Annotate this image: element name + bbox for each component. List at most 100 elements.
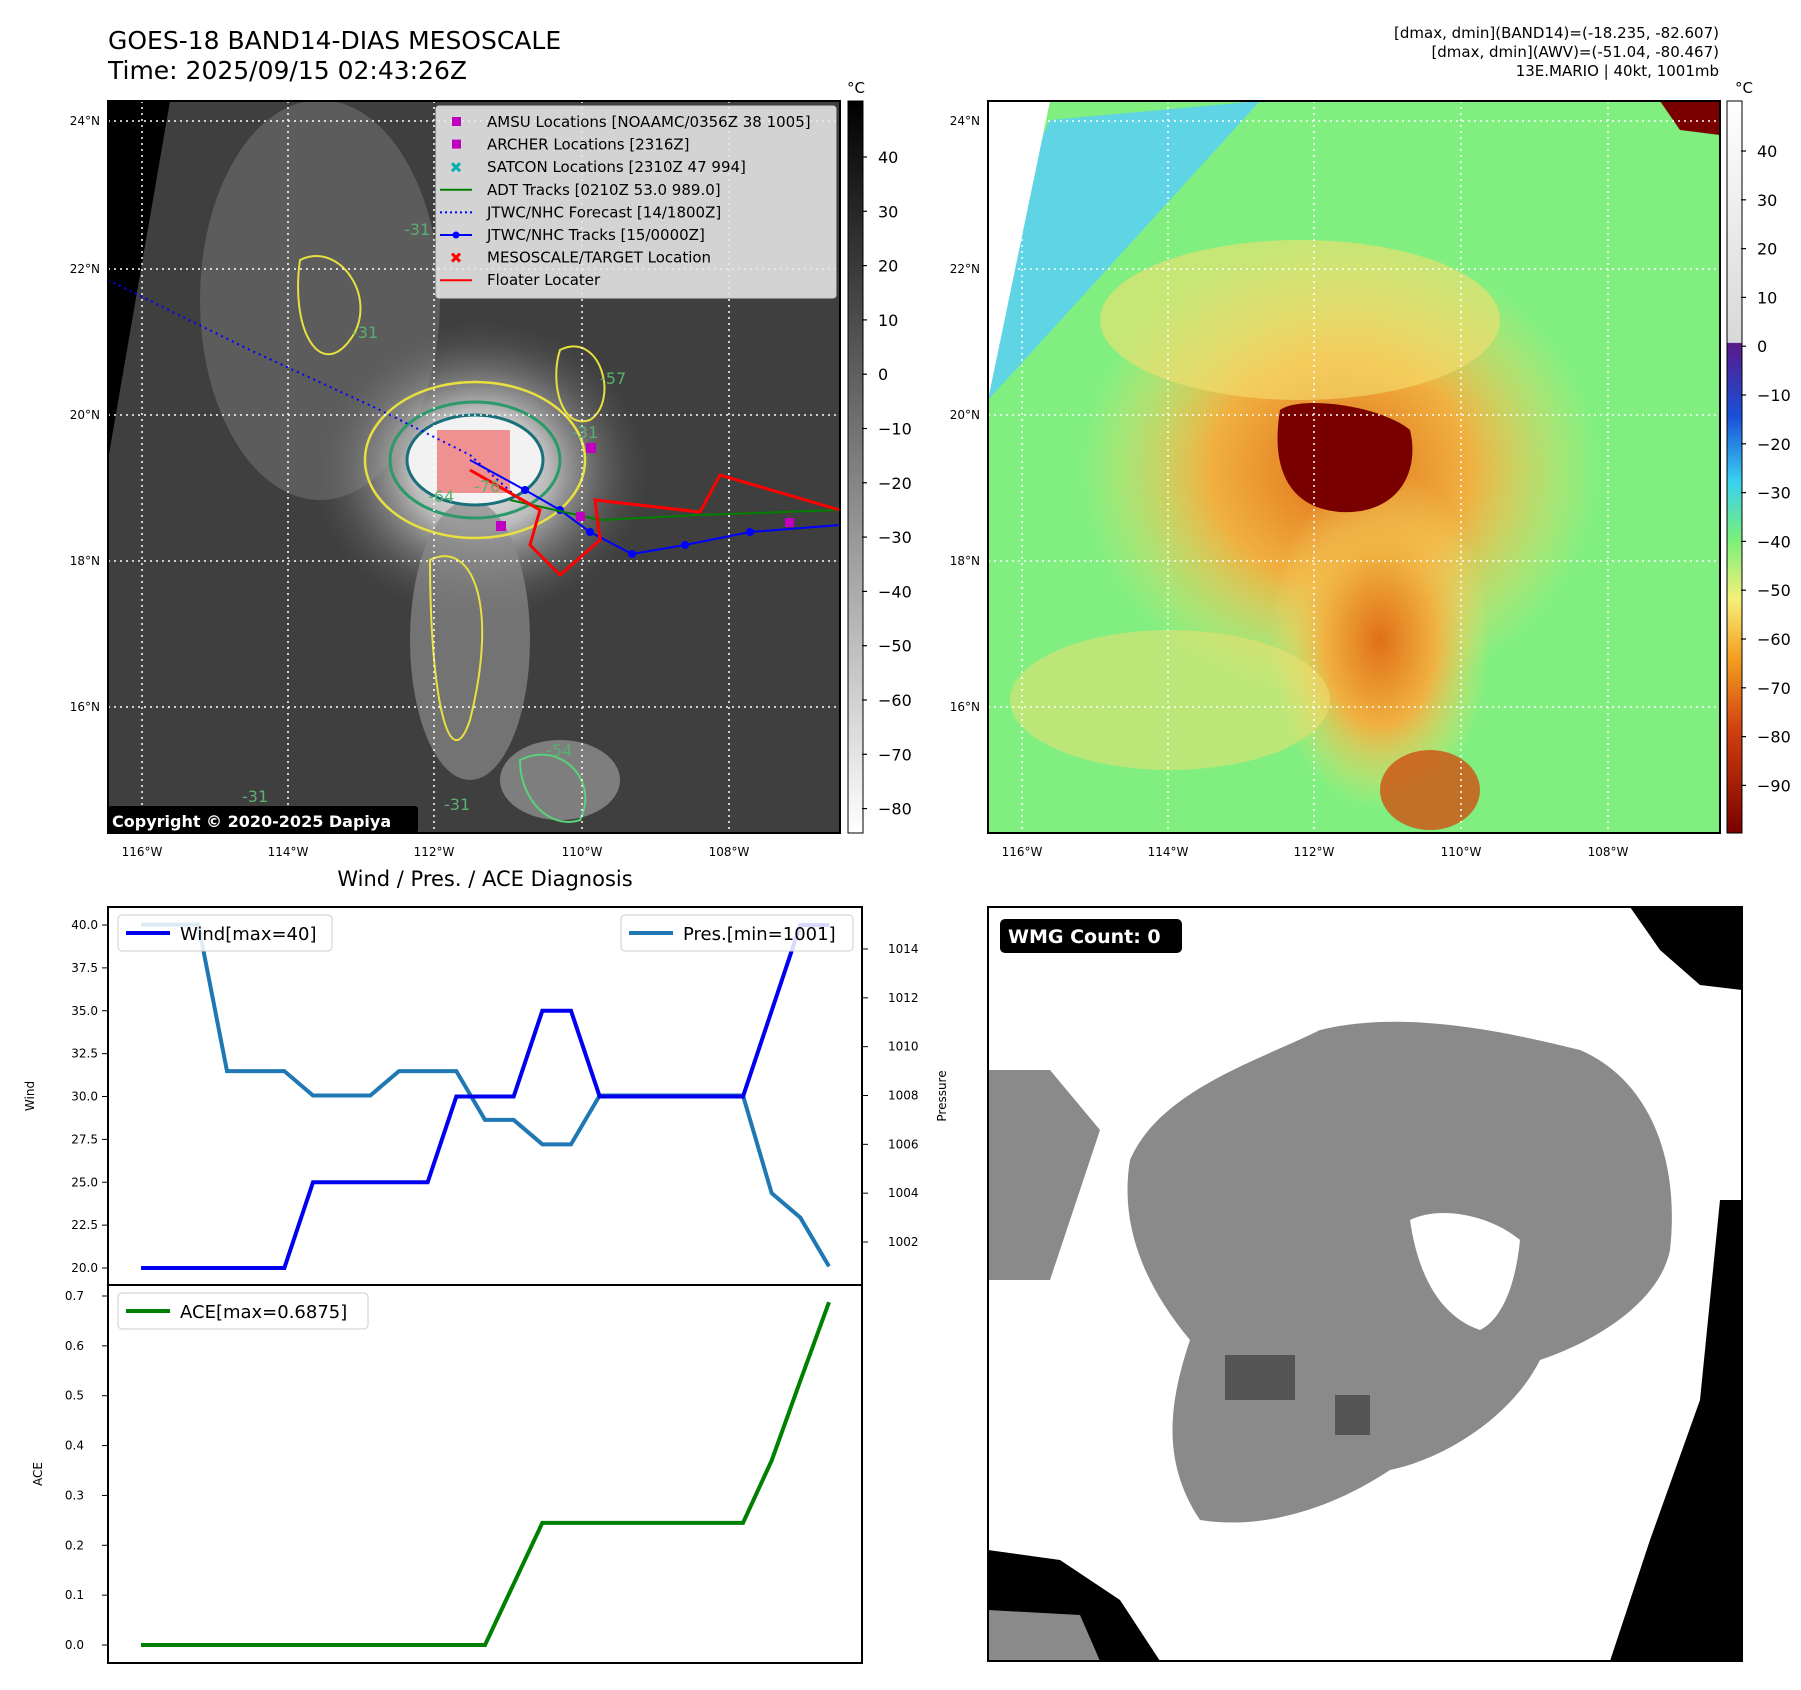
svg-text:24°N: 24°N <box>950 114 980 128</box>
colorbar-tick-label: −20 <box>1757 435 1791 454</box>
svg-text:110°W: 110°W <box>562 845 603 859</box>
colorbar-tick-label: 20 <box>1757 240 1777 259</box>
colorbar-tick-label: −70 <box>878 745 912 764</box>
amsu-location-marker-3 <box>785 518 794 527</box>
wind-tick-label: 40.0 <box>71 918 98 932</box>
ace-series-line <box>141 1301 831 1647</box>
ace-tick-label: 0.4 <box>65 1439 84 1453</box>
ace-tick-label: 0.5 <box>65 1389 84 1403</box>
svg-text:16°N: 16°N <box>950 700 980 714</box>
ir-legend-label: JTWC/NHC Tracks [15/0000Z] <box>486 226 705 244</box>
colorbar-tick-label: 10 <box>878 311 898 330</box>
ir-legend-item: AMSU Locations [NOAAMC/0356Z 38 1005] <box>452 113 811 131</box>
pressure-tick-label: 1012 <box>888 991 919 1005</box>
ir-lat-ticks: 24°N 22°N 20°N 18°N 16°N <box>70 114 100 714</box>
wind-tick-label: 35.0 <box>71 1004 98 1018</box>
floater-locater-track <box>469 468 840 578</box>
ir-legend-label: ARCHER Locations [2316Z] <box>487 136 690 154</box>
ir-legend-label: SATCON Locations [2310Z 47 994] <box>487 158 746 176</box>
awv-colorbar-unit: °C <box>1735 79 1753 97</box>
svg-text:110°W: 110°W <box>1441 845 1482 859</box>
colorbar-tick-label: −50 <box>1757 581 1791 600</box>
ir-legend-label: JTWC/NHC Forecast [14/1800Z] <box>486 203 721 221</box>
ace-plot: 0.7 0.6 0.5 0.4 0.3 0.2 0.1 0.0 ACE ACE[max=0.6… <box>31 1284 863 1664</box>
colorbar-tick-label: 0 <box>1757 337 1767 356</box>
ace-tick-label: 0.6 <box>65 1339 84 1353</box>
awv-image <box>988 101 1720 833</box>
pressure-tick-label: 1008 <box>888 1089 919 1103</box>
ace-legend: ACE[max=0.6875] <box>117 1292 369 1330</box>
ir-legend: AMSU Locations [NOAAMC/0356Z 38 1005] ARC… <box>435 105 837 299</box>
awv-lat-ticks: 24°N 22°N 20°N 18°N 16°N <box>950 114 980 714</box>
colorbar-tick-label: −80 <box>878 800 912 819</box>
storm-info: 13E.MARIO | 40kt, 1001mb <box>1515 62 1719 80</box>
contour-label: -31 <box>572 423 598 442</box>
colorbar-tick-label: 0 <box>878 365 888 384</box>
wmg-count-badge <box>1000 919 1182 953</box>
contour-label: -54 <box>546 741 572 760</box>
ace-axis-ticks: 0.7 0.6 0.5 0.4 0.3 0.2 0.1 0.0 <box>65 1289 108 1652</box>
svg-text:116°W: 116°W <box>122 845 163 859</box>
colorbar-tick-label: −40 <box>878 582 912 601</box>
wind-tick-label: 37.5 <box>71 961 98 975</box>
figure-title: GOES-18 BAND14-DIAS MESOSCALE <box>108 26 562 55</box>
pressure-tick-label: 1010 <box>888 1040 919 1054</box>
ir-legend-item: JTWC/NHC Forecast [14/1800Z] <box>440 203 721 221</box>
svg-text:24°N: 24°N <box>70 114 100 128</box>
pressure-axis-label: Pressure <box>935 1070 949 1121</box>
awv-map-panel: 24°N 22°N 20°N 18°N 16°N 116°W 114°W 112… <box>950 79 1791 859</box>
svg-text:112°W: 112°W <box>1294 845 1335 859</box>
ace-tick-label: 0.7 <box>65 1289 84 1303</box>
contour-label: -31 <box>444 795 470 814</box>
wind-legend: Wind[max=40] <box>117 914 333 952</box>
svg-text:114°W: 114°W <box>268 845 309 859</box>
svg-text:20°N: 20°N <box>950 408 980 422</box>
ir-legend-label: ADT Tracks [0210Z 53.0 989.0] <box>487 181 721 199</box>
colorbar-tick-label: 30 <box>878 202 898 221</box>
ace-tick-label: 0.0 <box>65 1638 84 1652</box>
svg-text:22°N: 22°N <box>950 262 980 276</box>
amsu-location-marker-2 <box>576 512 585 521</box>
pressure-tick-label: 1014 <box>888 942 919 956</box>
contour-label: -31 <box>352 323 378 342</box>
adt-track <box>509 499 840 522</box>
svg-text:Pres.[min=1001]: Pres.[min=1001] <box>683 924 836 945</box>
colorbar-tick-label: −90 <box>1757 776 1791 795</box>
ir-legend-item: ADT Tracks [0210Z 53.0 989.0] <box>440 181 721 199</box>
svg-text:108°W: 108°W <box>1588 845 1629 859</box>
copyright-box <box>108 806 418 833</box>
ace-tick-label: 0.1 <box>65 1588 84 1602</box>
contour-label: -64 <box>428 487 454 506</box>
svg-text:114°W: 114°W <box>1148 845 1189 859</box>
ir-colorbar-unit: °C <box>847 79 865 97</box>
svg-text:116°W: 116°W <box>1002 845 1043 859</box>
colorbar-tick-label: −50 <box>878 637 912 656</box>
wind-pressure-plot: 40.0 37.5 35.0 32.5 30.0 27.5 25.0 22.5 20.0 101… <box>23 906 949 1286</box>
copyright-text: Copyright © 2020-2025 Dapiya <box>112 812 391 831</box>
colorbar-tick-label: 10 <box>1757 288 1777 307</box>
band14-range-info: [dmax, dmin](BAND14)=(-18.235, -82.607) <box>1394 24 1719 42</box>
ir-legend-item: SATCON Locations [2310Z 47 994] <box>450 158 746 176</box>
contour-label: -31 <box>242 787 268 806</box>
ace-axis-label: ACE <box>31 1462 45 1486</box>
colorbar-tick-label: 30 <box>1757 191 1777 210</box>
jtwc-track <box>469 459 840 556</box>
pressure-tick-label: 1004 <box>888 1186 919 1200</box>
contour-label: -57 <box>600 369 626 388</box>
colorbar-tick-label: −60 <box>878 691 912 710</box>
colorbar-tick-label: −30 <box>878 528 912 547</box>
wind-series-line <box>141 923 829 1270</box>
ir-map-panel: -31 -31 -31 -57 -64 -76 -31 -54 -31 AMSU… <box>70 79 912 859</box>
svg-text:ACE[max=0.6875]: ACE[max=0.6875] <box>180 1302 347 1323</box>
wind-axis-ticks: 40.0 37.5 35.0 32.5 30.0 27.5 25.0 22.5 20.0 <box>71 918 108 1275</box>
ir-legend-label: Floater Locater <box>487 271 601 289</box>
ir-legend-item: JTWC/NHC Tracks [15/0000Z] <box>440 226 705 244</box>
ir-legend-label: AMSU Locations [NOAAMC/0356Z 38 1005] <box>487 113 811 131</box>
awv-lon-ticks: 116°W 114°W 112°W 110°W 108°W <box>1002 845 1629 859</box>
colorbar-tick-label: 20 <box>878 257 898 276</box>
wind-tick-label: 27.5 <box>71 1132 98 1146</box>
wmg-count-text: WMG Count: 0 <box>1008 926 1161 948</box>
ace-tick-label: 0.3 <box>65 1488 84 1502</box>
svg-text:22°N: 22°N <box>70 262 100 276</box>
